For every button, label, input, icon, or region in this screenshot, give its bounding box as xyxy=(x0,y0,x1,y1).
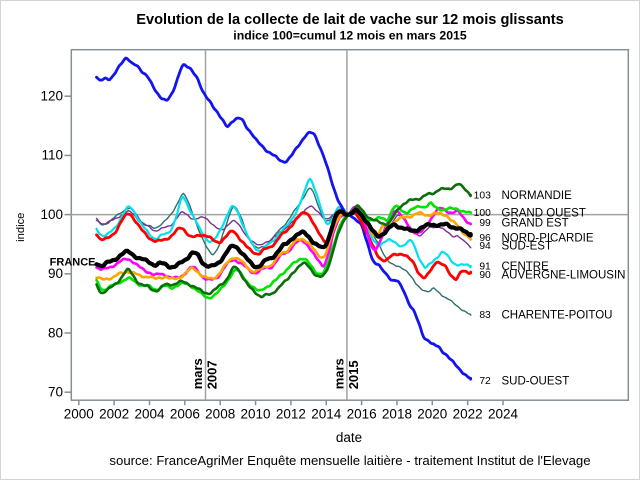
svg-text:2024: 2024 xyxy=(488,406,519,421)
svg-text:NORMANDIE: NORMANDIE xyxy=(502,190,573,202)
svg-text:100: 100 xyxy=(40,207,63,222)
svg-text:GRAND EST: GRAND EST xyxy=(502,218,569,230)
svg-text:CHARENTE-POITOU: CHARENTE-POITOU xyxy=(502,310,613,322)
svg-text:2016: 2016 xyxy=(347,406,377,421)
svg-text:source: FranceAgriMer Enquête: source: FranceAgriMer Enquête mensuelle … xyxy=(109,453,590,468)
svg-text:Evolution de la collecte de la: Evolution de la collecte de lait de vach… xyxy=(136,12,563,28)
svg-text:SUD-OUEST: SUD-OUEST xyxy=(502,376,570,388)
svg-text:2015: 2015 xyxy=(346,360,361,389)
svg-text:103: 103 xyxy=(474,191,491,202)
svg-text:mars: mars xyxy=(332,358,347,389)
svg-text:GRAND OUEST: GRAND OUEST xyxy=(502,208,586,220)
svg-text:100: 100 xyxy=(474,208,491,219)
svg-text:72: 72 xyxy=(479,376,491,387)
svg-text:AUVERGNE-LIMOUSIN: AUVERGNE-LIMOUSIN xyxy=(502,270,626,282)
svg-text:mars: mars xyxy=(190,358,205,389)
svg-text:2012: 2012 xyxy=(276,406,306,421)
svg-text:2022: 2022 xyxy=(453,406,483,421)
svg-text:NORD-PICARDIE: NORD-PICARDIE xyxy=(502,233,594,245)
svg-text:94: 94 xyxy=(479,241,491,252)
svg-text:2007: 2007 xyxy=(204,360,219,389)
svg-text:2018: 2018 xyxy=(382,406,412,421)
svg-text:CENTRE: CENTRE xyxy=(502,261,550,273)
svg-text:2002: 2002 xyxy=(99,406,129,421)
svg-text:96: 96 xyxy=(479,233,491,244)
svg-text:FRANCE: FRANCE xyxy=(50,257,96,269)
svg-text:SUD-EST: SUD-EST xyxy=(502,241,552,253)
svg-text:2008: 2008 xyxy=(205,406,235,421)
svg-text:2014: 2014 xyxy=(311,406,342,421)
svg-text:indice 100=cumul 12 mois en ma: indice 100=cumul 12 mois en mars 2015 xyxy=(233,29,467,43)
svg-text:83: 83 xyxy=(479,310,491,321)
svg-text:110: 110 xyxy=(41,148,63,163)
svg-text:2000: 2000 xyxy=(64,406,94,421)
svg-text:90: 90 xyxy=(479,270,491,281)
svg-text:date: date xyxy=(336,430,362,445)
svg-text:2006: 2006 xyxy=(170,406,200,421)
svg-text:91: 91 xyxy=(479,262,491,273)
svg-text:indice: indice xyxy=(15,213,27,242)
svg-text:70: 70 xyxy=(48,385,63,400)
svg-text:120: 120 xyxy=(40,89,63,104)
svg-text:90: 90 xyxy=(48,266,63,281)
svg-text:2004: 2004 xyxy=(134,406,165,421)
svg-text:80: 80 xyxy=(48,325,63,340)
svg-text:99: 99 xyxy=(479,218,491,229)
svg-text:2010: 2010 xyxy=(241,406,271,421)
svg-text:2020: 2020 xyxy=(417,406,447,421)
